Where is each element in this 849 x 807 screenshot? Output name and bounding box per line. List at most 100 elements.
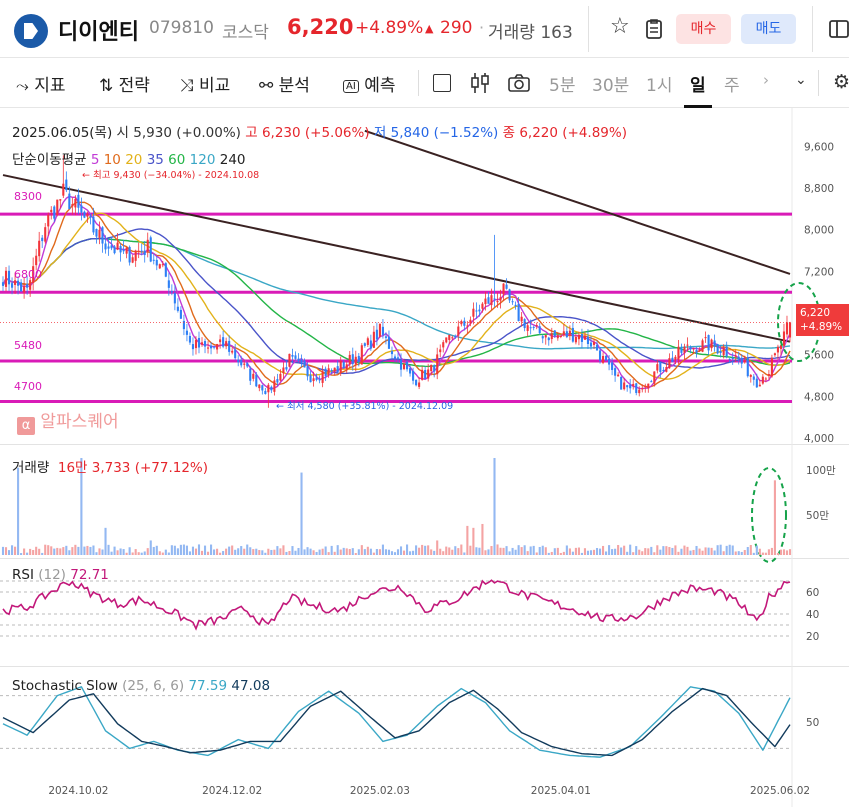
volume-bar[interactable] [469,545,472,555]
candle-body[interactable] [677,346,680,360]
volume-bar[interactable] [686,546,689,555]
volume-bar[interactable] [412,550,415,555]
candle-body[interactable] [523,319,526,329]
volume-bar[interactable] [409,551,412,555]
candle-body[interactable] [755,378,758,388]
candle-body[interactable] [785,322,789,335]
volume-bar[interactable] [35,546,38,555]
candle-body[interactable] [463,320,466,326]
volume-bar[interactable] [595,548,599,555]
candle-body[interactable] [620,376,623,390]
candle-body[interactable] [689,347,692,350]
volume-bar[interactable] [620,547,623,555]
candle-body[interactable] [517,304,520,322]
candle-body[interactable] [164,263,167,277]
candle-body[interactable] [32,266,35,284]
candle-body[interactable] [77,194,80,208]
candle-body[interactable] [216,344,219,350]
volume-bar[interactable] [68,550,71,555]
volume-bar[interactable] [318,549,321,555]
volume-bar[interactable] [333,551,336,555]
volume-bar[interactable] [321,548,324,555]
candle-body[interactable] [641,388,644,390]
volume-bar[interactable] [80,458,83,555]
volume-bar[interactable] [372,552,375,555]
candle-body[interactable] [568,330,571,335]
volume-bar[interactable] [644,548,647,555]
volume-bar[interactable] [478,547,481,555]
candle-body[interactable] [188,335,192,343]
settings-gear-icon[interactable]: ⚙ [833,71,849,93]
candle-body[interactable] [499,297,502,301]
candle-body[interactable] [439,349,442,353]
volume-bar[interactable] [324,546,327,555]
candle-body[interactable] [74,198,77,208]
candle-body[interactable] [369,340,372,349]
volume-bar[interactable] [505,546,508,555]
candle-body[interactable] [95,229,98,237]
candle-body[interactable] [415,379,418,386]
candle-body[interactable] [406,361,409,370]
candle-body[interactable] [327,368,330,374]
candle-body[interactable] [98,229,101,238]
candle-body[interactable] [496,300,499,303]
volume-bar[interactable] [291,546,294,555]
candle-body[interactable] [191,344,195,350]
volume-bar[interactable] [580,552,583,555]
volume-bar[interactable] [586,550,590,555]
volume-bar[interactable] [140,552,143,555]
candle-body[interactable] [556,335,559,339]
volume-bar[interactable] [86,545,89,555]
candle-body[interactable] [149,237,152,262]
candle-body[interactable] [59,199,62,201]
candle-body[interactable] [10,283,14,288]
volume-bar[interactable] [243,548,246,555]
candle-body[interactable] [448,335,451,340]
volume-bar[interactable] [200,550,204,555]
volume-bar[interactable] [635,546,638,555]
candle-body[interactable] [309,375,312,383]
volume-bar[interactable] [255,548,258,555]
candle-body[interactable] [255,374,258,387]
candle-body[interactable] [143,250,146,256]
volume-bar[interactable] [231,545,234,555]
volume-bar[interactable] [737,551,740,555]
volume-bar[interactable] [228,546,231,555]
volume-bar[interactable] [415,545,418,555]
volume-bar[interactable] [752,552,755,555]
volume-bar[interactable] [345,548,348,555]
candle-body[interactable] [704,337,707,339]
candle-body[interactable] [158,264,161,269]
candle-body[interactable] [182,320,185,330]
volume-bar[interactable] [351,548,354,555]
candle-body[interactable] [14,280,17,285]
candle-body[interactable] [234,349,237,359]
candle-body[interactable] [544,335,547,338]
volume-bar[interactable] [56,547,59,555]
volume-bar[interactable] [342,547,345,555]
volume-bar[interactable] [665,546,668,555]
candle-body[interactable] [601,355,605,363]
volume-bar[interactable] [237,548,240,555]
candle-body[interactable] [119,246,122,253]
volume-bar[interactable] [210,544,213,555]
candle-body[interactable] [152,259,155,261]
candle-body[interactable] [626,385,629,388]
volume-bar[interactable] [62,547,65,555]
candle-body[interactable] [297,358,300,362]
volume-bar[interactable] [460,544,463,555]
volume-bar[interactable] [363,549,366,555]
volume-bar[interactable] [764,552,767,555]
volume-bar[interactable] [758,548,761,555]
volume-bar[interactable] [234,549,237,555]
volume-bar[interactable] [213,549,216,555]
candle-body[interactable] [788,322,792,338]
candle-body[interactable] [26,284,29,288]
volume-bar[interactable] [336,545,339,555]
candle-body[interactable] [571,327,574,342]
candle-body[interactable] [505,284,508,289]
candle-body[interactable] [363,343,366,346]
buy-button[interactable]: 매수 [676,14,731,44]
volume-bar[interactable] [104,527,107,555]
candle-body[interactable] [318,379,321,381]
